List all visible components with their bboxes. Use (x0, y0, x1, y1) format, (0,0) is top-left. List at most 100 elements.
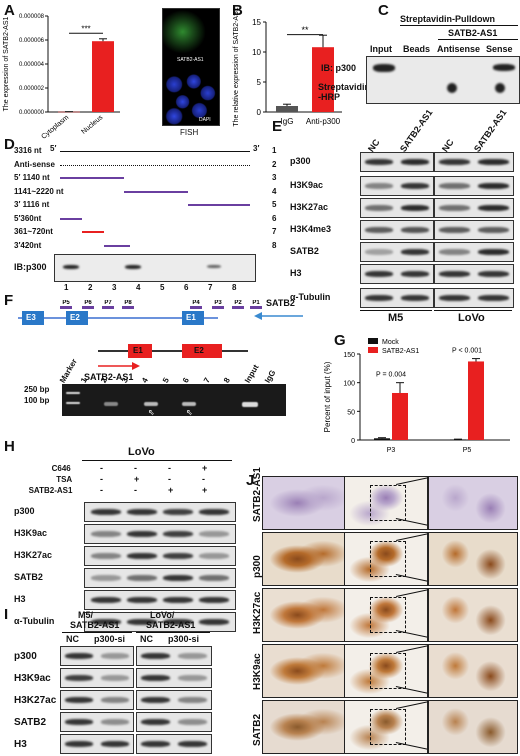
i-band (178, 653, 207, 659)
f-primer-bar (212, 306, 224, 309)
e-row-label: H3 (290, 268, 302, 278)
d-row-label: Anti-sense (14, 159, 55, 169)
e-blot-strip (360, 288, 434, 308)
d-row-label: 3′ 1116 nt (14, 200, 50, 209)
panel-label-g: G (334, 332, 346, 349)
i-column-label: NC (140, 634, 153, 644)
d-row-number: 1 (272, 146, 277, 155)
a-bar (92, 41, 114, 113)
g-category-label: P5 (463, 447, 472, 454)
f-primer-label: P7 (104, 300, 112, 306)
h-row-label: H3K9ac (14, 528, 48, 538)
i-band (141, 675, 170, 681)
i-band (141, 697, 170, 703)
g-legend-label: Mock (382, 339, 399, 346)
h-band (163, 619, 193, 625)
e-band (365, 183, 393, 189)
h-band (91, 531, 121, 537)
g-ytick-label: 0 (351, 438, 355, 445)
j-ihc-image (262, 644, 350, 698)
e-blot-strip (434, 220, 514, 240)
g-ytick-label: 150 (343, 352, 355, 359)
g-legend-swatch (368, 347, 378, 353)
e-band (365, 295, 393, 301)
b-ytick-label: 15 (252, 18, 261, 27)
h-row-label: α-Tubulin (14, 616, 55, 626)
i-blot-strip (60, 646, 134, 666)
i-column-label: NC (66, 634, 79, 644)
h-band (163, 553, 193, 559)
g-legend-label: SATB2-AS1 (382, 348, 419, 355)
h-band (127, 575, 157, 581)
h-band (163, 509, 193, 515)
i-band (65, 719, 93, 725)
h-blot-strip (84, 502, 236, 522)
i-row-label: H3K9ac (14, 673, 51, 684)
fish-channel-label-dapi: DAPI (199, 117, 211, 123)
e-blot-strip (360, 198, 434, 218)
g-ytick-label: 100 (343, 381, 355, 388)
e-band (401, 159, 429, 165)
e-band (401, 227, 429, 233)
f-exon-e1: E1 (186, 313, 196, 322)
i-blot-strip (136, 690, 212, 710)
d-lane-number: 4 (136, 283, 141, 292)
f-ladder-100: 100 bp (24, 396, 50, 405)
d-blot-label: IB:p300 (14, 262, 47, 272)
h-treatment-value: - (134, 463, 137, 473)
e-blot-strip (434, 152, 514, 172)
f-primer-bar (190, 306, 202, 309)
h-treatment-value: + (134, 474, 140, 484)
j-ihc-image (428, 700, 518, 754)
pulldown-col-sense: Sense (486, 44, 513, 54)
panel-label-c: C (378, 2, 389, 19)
e-band (365, 159, 393, 165)
e-blot-strip (360, 176, 434, 196)
d-row-number: 7 (272, 227, 277, 236)
i-blot-strip (136, 668, 212, 688)
i-band (141, 653, 170, 659)
f-primer-bar (82, 306, 94, 309)
f-primer-bar (232, 306, 244, 309)
e-band (478, 159, 509, 165)
h-blot-strip (84, 612, 236, 632)
b-ylabel: The relative expression of SATB2-AS1 (233, 7, 240, 126)
e-group-line-m5 (360, 310, 432, 311)
h-band (163, 531, 193, 537)
i-row-label: H3 (14, 739, 27, 750)
b-bar (312, 47, 334, 113)
d-lane-number: 1 (64, 283, 69, 292)
j-ihc-image (344, 476, 428, 530)
b-ytick-label: 0 (257, 108, 262, 117)
f-primer-label: P4 (192, 300, 200, 306)
h-blot-strip (84, 524, 236, 544)
panel-label-e: E (272, 118, 283, 135)
h-band (127, 553, 157, 559)
f-exon-e3: E3 (26, 313, 36, 322)
h-title-line (82, 460, 232, 461)
e-blot-strip (360, 152, 434, 172)
e-band (439, 227, 470, 233)
i-band (65, 741, 93, 747)
i-blot-strip (136, 646, 212, 666)
i-band (178, 697, 207, 703)
i-row-label: p300 (14, 651, 37, 662)
f-exon-e2: E2 (70, 313, 80, 322)
d-full-length-line (60, 151, 250, 152)
fish-channel-label-satb2: SATB2-AS1 (177, 57, 204, 63)
h-treatment-value: - (168, 474, 171, 484)
a-ytick-label: 0.000002 (19, 86, 45, 92)
panel-label-j: J (246, 472, 255, 489)
h-band (91, 575, 121, 581)
i-band (65, 653, 93, 659)
i-blot-strip (60, 690, 134, 710)
d-lane-number: 7 (208, 283, 213, 292)
fish-caption: FISH (180, 128, 199, 137)
e-row-label: H3K4me3 (290, 224, 332, 234)
e-column-label: SATB2-AS1 (398, 107, 435, 154)
e-group-lovo: LoVo (458, 312, 485, 324)
j-ihc-image (428, 644, 518, 698)
e-blot-strip (434, 198, 514, 218)
e-group-m5: M5 (388, 312, 404, 324)
f-primer-label: P2 (234, 300, 242, 306)
